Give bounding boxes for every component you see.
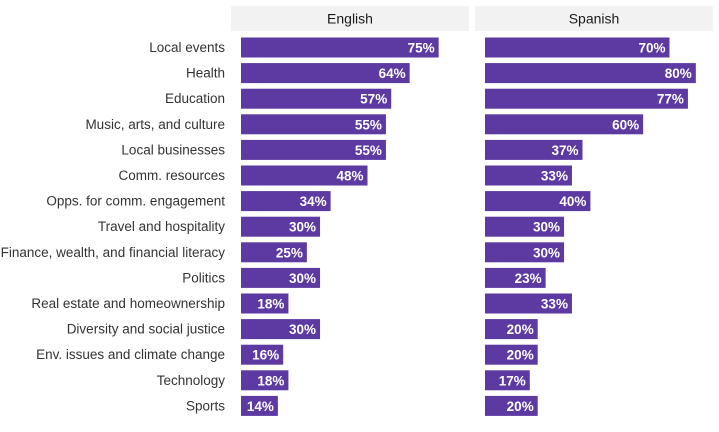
bar-english (241, 242, 307, 263)
value-label-spanish: 17% (499, 373, 526, 388)
bar-spanish (485, 139, 583, 160)
category-label: Opps. for comm. engagement (46, 194, 225, 209)
facet-headers: English Spanish (231, 6, 713, 31)
value-label-english: 30% (289, 271, 316, 286)
value-label-spanish: 77% (657, 92, 684, 107)
value-label-english: 64% (379, 66, 406, 81)
value-label-english: 25% (276, 245, 303, 260)
bar-english (241, 319, 321, 340)
category-label: Local businesses (121, 142, 225, 157)
value-label-english: 55% (355, 143, 382, 158)
bar-english (241, 139, 386, 160)
value-label-english: 34% (300, 194, 327, 209)
category-label: Comm. resources (118, 168, 225, 183)
value-label-spanish: 33% (541, 297, 568, 312)
value-label-spanish: 30% (533, 220, 560, 235)
bar-spanish (485, 165, 572, 186)
value-label-spanish: 80% (665, 66, 692, 81)
facet-header-english (231, 6, 469, 31)
bar-spanish (485, 344, 538, 365)
value-label-english: 55% (355, 117, 382, 132)
facet-header-spanish (475, 6, 713, 31)
bar-spanish (485, 319, 538, 340)
bars (241, 37, 696, 416)
value-label-spanish: 23% (515, 271, 542, 286)
value-label-english: 75% (408, 41, 435, 56)
bar-spanish (485, 267, 546, 288)
bar-english (241, 165, 368, 186)
bar-english (241, 114, 386, 135)
category-label: Education (165, 91, 225, 106)
bar-spanish (485, 88, 688, 109)
bar-spanish (485, 114, 644, 135)
bar-spanish (485, 37, 670, 58)
facet-title-spanish: Spanish (569, 11, 620, 27)
category-label: Diversity and social justice (67, 322, 225, 337)
value-label-spanish: 37% (551, 143, 578, 158)
category-label: Local events (149, 40, 225, 55)
value-label-spanish: 30% (533, 245, 560, 260)
bar-english (241, 370, 289, 391)
bar-english (241, 63, 410, 84)
category-labels: Local events Health Education Music, arts, … (1, 40, 226, 413)
category-label: Travel and hospitality (98, 219, 225, 234)
value-label-english: 30% (289, 220, 316, 235)
category-label: Technology (157, 373, 226, 388)
value-label-spanish: 60% (612, 117, 639, 132)
value-label-spanish: 33% (541, 169, 568, 184)
bar-spanish (485, 395, 538, 416)
value-label-english: 18% (257, 373, 284, 388)
category-label: Real estate and homeownership (31, 296, 225, 311)
category-label: Music, arts, and culture (85, 117, 225, 132)
bar-english (241, 395, 278, 416)
bar-spanish (485, 293, 572, 314)
bar-spanish (485, 63, 696, 84)
value-label-spanish: 20% (507, 348, 534, 363)
value-label-english: 16% (252, 348, 279, 363)
facet-title-english: English (327, 11, 373, 27)
bar-spanish (485, 370, 530, 391)
bar-english (241, 88, 392, 109)
category-label: Politics (182, 270, 225, 285)
value-label-english: 57% (360, 92, 387, 107)
bar-english (241, 344, 284, 365)
bar-english (241, 37, 439, 58)
value-label-english: 48% (336, 169, 363, 184)
value-label-spanish: 20% (507, 399, 534, 414)
value-label-spanish: 70% (638, 41, 665, 56)
bar-english (241, 191, 331, 212)
value-label-spanish: 40% (559, 194, 586, 209)
bar-english (241, 293, 289, 314)
value-labels: 75%64% 57% 55% 55% 48% 34% 30% 25% 30% 18% 30% 16% 1… (247, 41, 692, 414)
bar-spanish (485, 242, 565, 263)
bar-spanish (485, 216, 565, 237)
value-label-english: 14% (247, 399, 274, 414)
bar-spanish (485, 191, 591, 212)
category-label: Sports (186, 398, 225, 413)
value-label-english: 18% (257, 297, 284, 312)
bar-english (241, 216, 321, 237)
category-label: Finance, wealth, and financial literacy (1, 245, 226, 260)
category-label: Health (186, 66, 225, 81)
value-label-spanish: 20% (507, 322, 534, 337)
category-label: Env. issues and climate change (36, 347, 225, 362)
value-label-english: 30% (289, 322, 316, 337)
bar-english (241, 267, 321, 288)
